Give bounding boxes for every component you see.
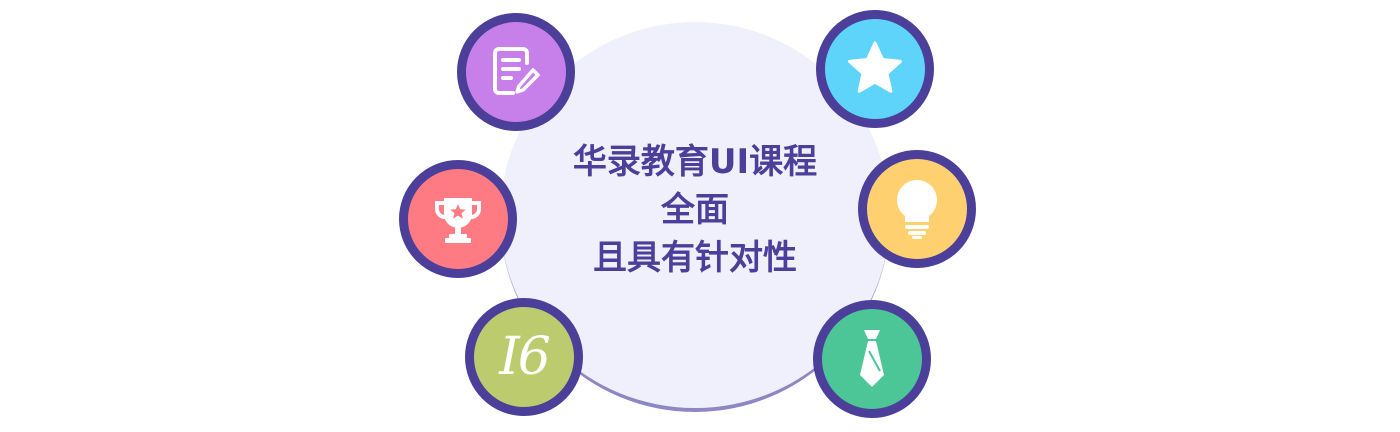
tie-icon xyxy=(847,327,897,391)
caption-line-1: 华录教育UI课程 xyxy=(572,142,818,182)
number-badge: I6 xyxy=(465,298,583,416)
lightbulb-badge xyxy=(858,150,976,268)
star-badge xyxy=(816,10,934,128)
center-caption: 华录教育UI课程 全面 且具有针对性 xyxy=(500,138,890,282)
edit-badge xyxy=(457,13,575,131)
caption-line-3: 且具有针对性 xyxy=(593,238,797,278)
star-icon xyxy=(844,38,906,100)
number-icon: I6 xyxy=(499,327,551,387)
caption-line-2: 全面 xyxy=(661,190,729,230)
edit-document-icon xyxy=(487,43,545,101)
trophy-icon xyxy=(429,190,487,248)
tie-badge xyxy=(813,300,931,418)
lightbulb-icon xyxy=(888,176,946,242)
trophy-badge xyxy=(399,160,517,278)
